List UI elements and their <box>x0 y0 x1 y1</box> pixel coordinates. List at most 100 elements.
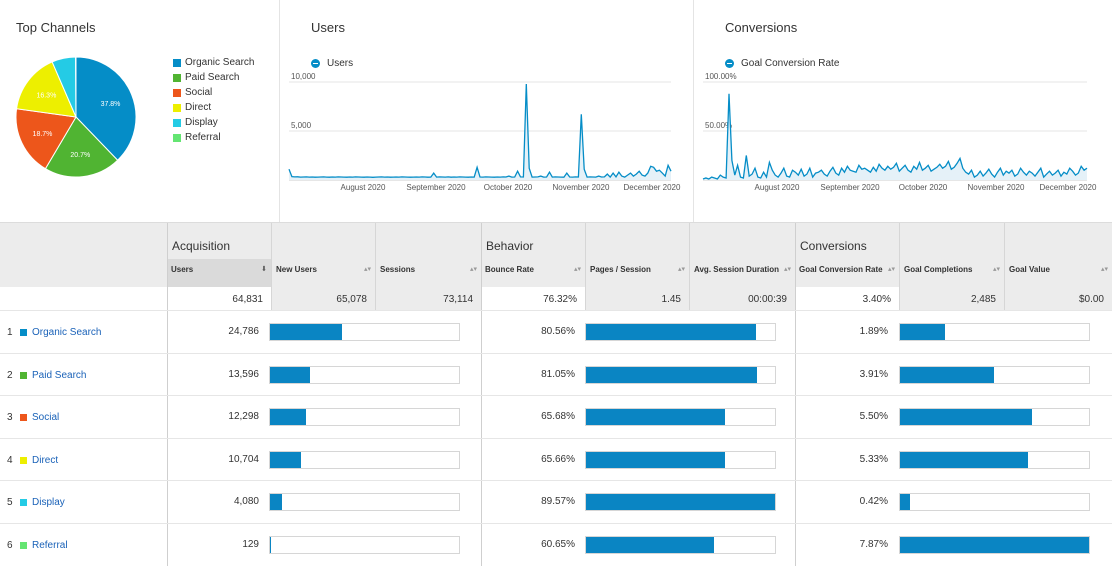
column-header-goal-conversion-rate[interactable]: Goal Conversion Rate ▴▾ <box>795 259 899 287</box>
divider <box>689 223 690 310</box>
divider <box>1004 223 1005 310</box>
row-index: 1 <box>7 327 13 338</box>
x-tick-label: August 2020 <box>755 183 800 192</box>
divider <box>585 223 586 310</box>
table-row: 6 Referral 129 60.65% 7.87% <box>0 522 1112 566</box>
channel-link[interactable]: Display <box>32 497 65 508</box>
x-tick-label: October 2020 <box>484 183 533 192</box>
pie-slice-social[interactable] <box>15 108 77 170</box>
pie-slice-direct[interactable] <box>16 61 77 118</box>
column-header-users[interactable]: Users ⬇ <box>167 259 271 287</box>
column-header-channel <box>0 259 167 287</box>
row-color-swatch <box>20 541 27 549</box>
pie-slice-label: 20.7% <box>70 152 90 159</box>
divider <box>167 223 168 566</box>
cell-bounce-rate: 65.68% <box>541 411 575 422</box>
legend-swatch <box>173 73 181 82</box>
cell-bounce-rate: 89.57% <box>541 496 575 507</box>
row-channel: 2 Paid Search <box>7 370 86 381</box>
cell-users: 129 <box>242 538 259 550</box>
cell-users: 12,298 <box>228 411 259 422</box>
total-avg-session-duration: 00:00:39 <box>690 287 795 310</box>
bounce-rate-bar-fill <box>586 451 725 468</box>
sort-icon: ▴▾ <box>992 266 1000 273</box>
conversions-chart-legend[interactable]: Goal Conversion Rate <box>725 58 839 69</box>
sort-icon: ▴▾ <box>363 266 371 273</box>
total-goal-conversion-rate: 3.40% <box>795 287 899 310</box>
goal-conversion-bar-fill <box>900 494 911 510</box>
series-line-goal-conversion-rate[interactable] <box>702 93 1088 180</box>
series-area <box>289 84 671 180</box>
column-header-pages-session[interactable]: Pages / Session ▴▾ <box>586 259 689 287</box>
column-header-new-users[interactable]: New Users ▴▾ <box>272 259 375 287</box>
column-label: Users <box>171 265 194 274</box>
cell-goal-conversion-rate: 0.42% <box>859 496 888 507</box>
table-row: 2 Paid Search 13,596 81.05% 3.91% <box>0 352 1112 396</box>
legend-item-paid-search[interactable]: Paid Search <box>173 70 254 85</box>
column-label: Sessions <box>380 265 416 274</box>
legend-item-referral[interactable]: Referral <box>173 130 254 145</box>
legend-item-direct[interactable]: Direct <box>173 100 254 115</box>
y-tick-label: 10,000 <box>291 72 316 81</box>
x-tick-label: August 2020 <box>341 183 386 192</box>
legend-item-social[interactable]: Social <box>173 85 254 100</box>
pie-slice-label: 37.8% <box>101 101 121 108</box>
series-area <box>703 93 1087 180</box>
users-bar-fill <box>270 409 306 425</box>
bounce-rate-bar <box>585 408 776 426</box>
top-channels-legend: Organic Search Paid Search Social Direct Dis… <box>173 55 254 145</box>
bounce-rate-bar-fill <box>586 536 714 553</box>
x-tick-label: September 2020 <box>820 183 880 192</box>
users-bar <box>269 408 460 426</box>
legend-dot-icon <box>311 59 320 68</box>
y-tick-label: 50.00% <box>705 121 732 130</box>
row-color-swatch <box>20 329 27 336</box>
pie-slice-paid-search[interactable] <box>44 116 119 178</box>
users-bar <box>269 450 460 469</box>
column-header-goal-value[interactable]: Goal Value ▴▾ <box>1005 259 1112 287</box>
cell-goal-conversion-rate: 3.91% <box>859 368 888 380</box>
users-bar <box>269 493 460 511</box>
conversions-line-chart: 100.00% 50.00% August 2020 September 2020 Oc… <box>702 72 1097 192</box>
top-channels-panel: Top Channels 37.8% 20.7% 18.7% 16.3% Organi… <box>0 0 280 222</box>
row-color-swatch <box>20 499 27 506</box>
cell-users: 24,786 <box>228 326 259 337</box>
sort-icon: ▴▾ <box>573 266 581 273</box>
legend-swatch <box>173 133 181 142</box>
total-pages-session: 1.45 <box>586 287 689 310</box>
channel-link[interactable]: Organic Search <box>32 327 102 338</box>
row-index: 5 <box>7 497 13 508</box>
column-header-goal-completions[interactable]: Goal Completions ▴▾ <box>900 259 1004 287</box>
column-header-avg-session-duration[interactable]: Avg. Session Duration ▴▾ <box>690 259 795 287</box>
table-row: 1 Organic Search 24,786 80.56% 1.89% <box>0 310 1112 353</box>
table-row: 4 Direct 10,704 65.66% 5.33% <box>0 437 1112 481</box>
channel-link[interactable]: Referral <box>32 539 68 551</box>
goal-conversion-bar <box>899 493 1090 511</box>
goal-conversion-bar <box>899 408 1090 426</box>
row-channel: 1 Organic Search <box>7 327 101 338</box>
sort-icon: ▴▾ <box>887 266 895 273</box>
conversions-panel: Conversions Goal Conversion Rate 100.00%… <box>695 0 1112 222</box>
top-channels-pie-chart: 37.8% 20.7% 18.7% 16.3% <box>15 56 137 178</box>
channel-link[interactable]: Direct <box>32 454 59 466</box>
channel-link[interactable]: Social <box>32 412 60 423</box>
total-goal-value: $0.00 <box>1005 287 1112 310</box>
top-divider <box>0 222 1112 223</box>
x-tick-label: December 2020 <box>1040 183 1097 192</box>
total-bounce-rate: 76.32% <box>481 287 585 310</box>
column-header-sessions[interactable]: Sessions ▴▾ <box>376 259 481 287</box>
legend-item-organic-search[interactable]: Organic Search <box>173 55 254 70</box>
column-label: Bounce Rate <box>485 265 534 274</box>
column-header-bounce-rate[interactable]: Bounce Rate ▴▾ <box>481 259 585 287</box>
users-chart-legend[interactable]: Users <box>311 58 353 69</box>
series-line-users[interactable] <box>288 83 672 179</box>
y-tick-label: 5,000 <box>291 121 312 130</box>
group-behavior: Behavior <box>481 223 795 259</box>
pie-slice-organic-search[interactable] <box>75 56 137 161</box>
legend-item-display[interactable]: Display <box>173 115 254 130</box>
channel-link[interactable]: Paid Search <box>32 369 87 381</box>
pie-slice-label: 18.7% <box>33 131 53 138</box>
row-color-swatch <box>20 456 27 464</box>
bounce-rate-bar <box>585 493 776 511</box>
legend-label: Paid Search <box>185 72 240 83</box>
